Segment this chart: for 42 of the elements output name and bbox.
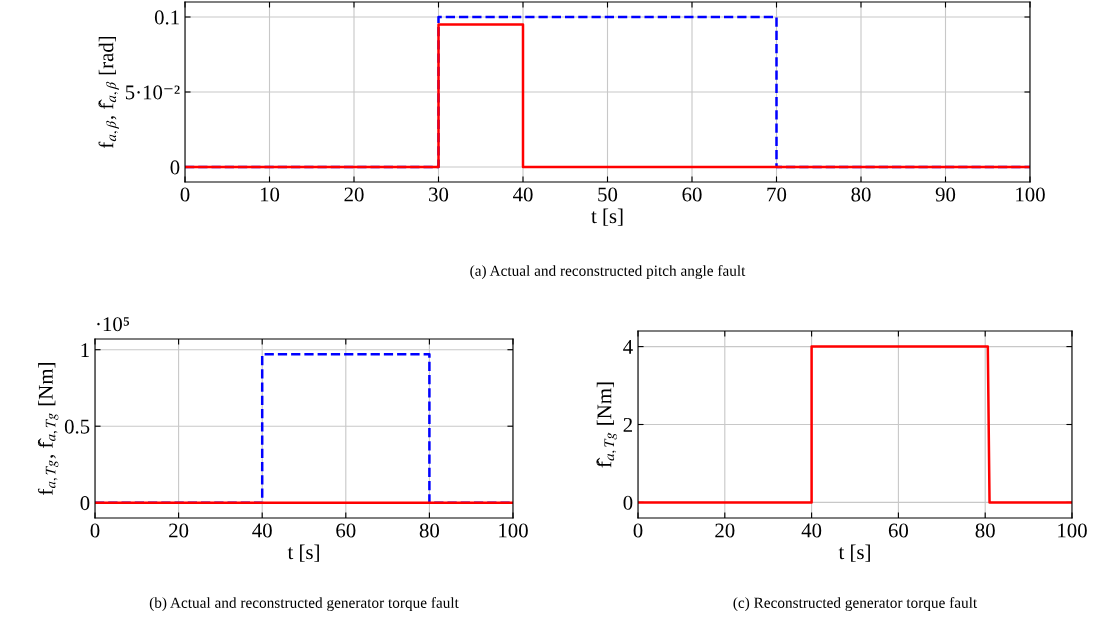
x-tick-label: 50 <box>598 187 618 202</box>
y-tick-label: 2 <box>623 417 632 432</box>
text: ·10⁵ <box>97 317 130 332</box>
text: (b) Actual and reconstructed generator torque fault <box>149 596 459 612</box>
text: (a) Actual and reconstructed pitch angle fault <box>470 264 746 280</box>
x-tick-label: 60 <box>336 523 356 538</box>
x-tick-label: 40 <box>512 187 533 202</box>
x-tick-label: 0 <box>90 523 100 538</box>
x-tick-label: 30 <box>429 187 449 202</box>
y-tick-label: 4 <box>623 340 633 354</box>
y-axis-title: f̂$_{a,Tg}$ [Nm] <box>596 382 617 468</box>
x-tick-label: 0 <box>633 523 643 538</box>
x-tick-label: 40 <box>252 523 272 538</box>
x-tick-label: 20 <box>715 523 735 538</box>
y-axis-title: f$_{a,β}$, f̂$_{a,β}$ [rad] <box>98 36 119 149</box>
x-tick-label: 90 <box>935 187 956 202</box>
text: (c) Reconstructed generator torque fault <box>733 596 978 612</box>
y-tick-label: 0.1 <box>154 10 179 25</box>
y-tick-label: 1 <box>81 343 89 357</box>
y-tick-label: 5·10⁻² <box>125 85 180 100</box>
x-tick-label: 60 <box>888 523 909 538</box>
x-tick-label: 80 <box>975 523 995 538</box>
y-axis-title: f$_{a,Tg}$, f̂$_{a,Tg}$ [Nm] <box>37 363 59 495</box>
x-tick-label: 0 <box>180 187 190 202</box>
x-tick-label: 10 <box>260 187 280 202</box>
x-tick-label: 40 <box>801 523 822 538</box>
x-tick-label: 80 <box>851 187 871 202</box>
x-tick-label: 100 <box>1058 523 1087 538</box>
y-tick-label: 0 <box>170 160 180 175</box>
x-axis-title: t [s] <box>287 544 319 562</box>
x-tick-label: 100 <box>499 523 528 538</box>
y-tick-label: 0.5 <box>64 419 90 434</box>
x-tick-label: 20 <box>344 187 364 202</box>
x-tick-label: 100 <box>1016 187 1045 202</box>
x-tick-label: 20 <box>169 523 189 538</box>
y-tick-label: 0 <box>623 495 633 510</box>
x-axis-title: t [s] <box>838 544 870 562</box>
x-axis-title: t [s] <box>591 208 623 226</box>
y-tick-label: 0 <box>80 496 90 511</box>
x-tick-label: 80 <box>419 523 440 538</box>
x-tick-label: 70 <box>767 187 787 202</box>
x-tick-label: 60 <box>682 187 702 202</box>
